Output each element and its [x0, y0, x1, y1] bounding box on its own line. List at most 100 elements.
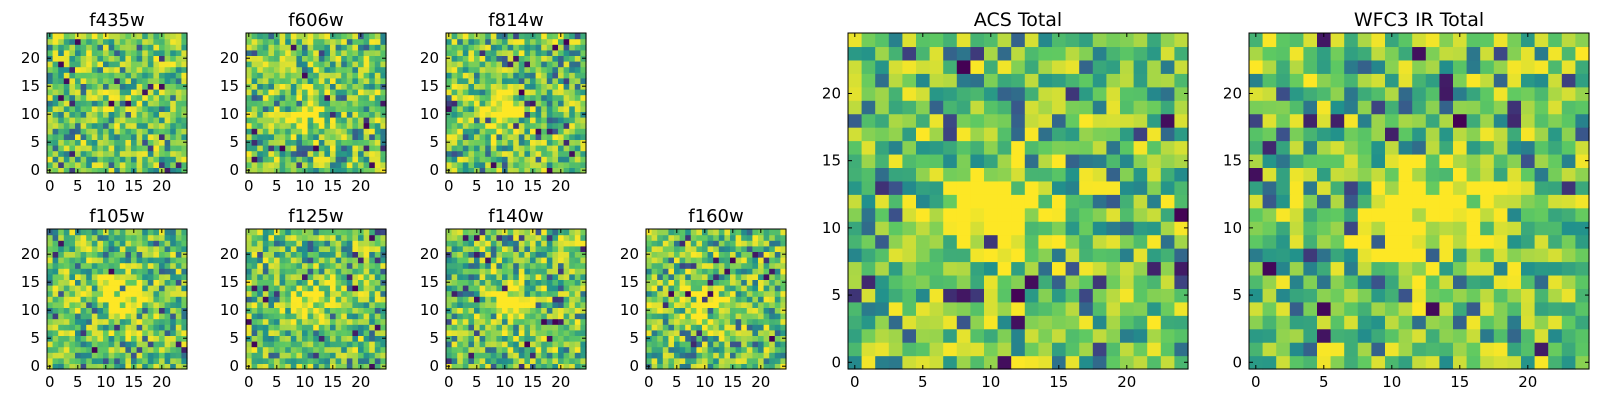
heatmap-cell [474, 122, 481, 129]
heatmap-cell [662, 279, 669, 286]
y-tick-label: 5 [229, 329, 239, 347]
heatmap-cell [91, 324, 98, 331]
heatmap-cell [1092, 167, 1107, 182]
heatmap-cell [63, 245, 70, 252]
heatmap-cells [446, 33, 587, 174]
heatmap-cell [446, 240, 453, 247]
heatmap-cell [363, 335, 370, 342]
heatmap-cell [335, 77, 342, 84]
heatmap-cell [147, 262, 154, 269]
heatmap-cell [490, 72, 497, 79]
heatmap-cell [296, 251, 303, 258]
heatmap-cell [474, 262, 481, 269]
heatmap-cell [175, 257, 182, 264]
heatmap-cell [1065, 221, 1080, 236]
heatmap-cell [97, 33, 104, 40]
heatmap-cell [75, 251, 82, 258]
heatmap-cell [724, 290, 731, 297]
heatmap-cell [369, 156, 376, 163]
heatmap-cell [718, 257, 725, 264]
heatmap-cell [346, 105, 353, 112]
heatmap-cell [91, 229, 98, 236]
heatmap-cell [1160, 180, 1175, 195]
heatmap-cell [929, 288, 944, 303]
heatmap-cell [358, 234, 365, 241]
heatmap-cell [114, 341, 121, 348]
heatmap-cell [774, 251, 781, 258]
heatmap-cell [153, 357, 160, 364]
heatmap-cell [668, 341, 675, 348]
heatmap-cell [535, 318, 542, 325]
heatmap-cell [341, 296, 348, 303]
heatmap-cell [274, 145, 281, 152]
heatmap-cell [318, 268, 325, 275]
heatmap-cell [257, 335, 264, 342]
heatmap-cell [1174, 248, 1189, 263]
heatmap-cell [685, 245, 692, 252]
heatmap-cell [569, 234, 576, 241]
heatmap-cell [170, 245, 177, 252]
heatmap-cell [341, 77, 348, 84]
heatmap-cell [707, 307, 714, 314]
heatmap-cell [147, 290, 154, 297]
heatmap-cell [75, 66, 82, 73]
heatmap-cell [313, 290, 320, 297]
heatmap-cell [763, 335, 770, 342]
heatmap-cell [741, 262, 748, 269]
heatmap-cell [1120, 328, 1135, 343]
heatmap-cell [346, 89, 353, 96]
heatmap-cell [369, 145, 376, 152]
heatmap-cell [741, 301, 748, 308]
heatmap-cell [490, 352, 497, 359]
heatmap-cell [80, 268, 87, 275]
heatmap-cell [346, 167, 353, 174]
heatmap-cell [730, 262, 737, 269]
heatmap-cell [374, 133, 381, 140]
heatmap-cell [136, 324, 143, 331]
heatmap-cell [690, 268, 697, 275]
heatmap-cell [685, 251, 692, 258]
heatmap-cell [707, 318, 714, 325]
heatmap-cell [47, 301, 54, 308]
heatmap-cell [513, 72, 520, 79]
heatmap-cell [474, 279, 481, 286]
heatmap-cell [563, 66, 570, 73]
heatmap-cell [1079, 355, 1094, 370]
heatmap-cell [569, 257, 576, 264]
heatmap-cell [1092, 261, 1107, 276]
heatmap-cell [668, 262, 675, 269]
heatmap-cell [330, 352, 337, 359]
heatmap-cell [136, 61, 143, 68]
heatmap-cell [1024, 194, 1039, 209]
heatmap-cell [63, 61, 70, 68]
heatmap-cell [507, 324, 514, 331]
heatmap-cell [490, 290, 497, 297]
heatmap-cell [262, 257, 269, 264]
heatmap-cell [457, 329, 464, 336]
heatmap-cell [997, 328, 1012, 343]
heatmap-cell [91, 313, 98, 320]
heatmap-cell [1065, 301, 1080, 316]
heatmap-cell [164, 161, 171, 168]
heatmap-cell [1133, 167, 1148, 182]
heatmap-cell [380, 346, 387, 353]
heatmap-cell [159, 240, 166, 247]
heatmap-cell [164, 318, 171, 325]
heatmap-cell [724, 279, 731, 286]
heatmap-cell [1133, 221, 1148, 236]
heatmap-cell [780, 357, 787, 364]
heatmap-cell [251, 251, 258, 258]
heatmap-cell [657, 296, 664, 303]
heatmap-cell [651, 307, 658, 314]
heatmap-cell [97, 61, 104, 68]
heatmap-cell [530, 318, 537, 325]
heatmap-cell [457, 94, 464, 101]
heatmap-cell [746, 324, 753, 331]
heatmap-cell [58, 66, 65, 73]
axes-frame [245, 228, 387, 370]
heatmap-cell [724, 313, 731, 320]
heatmap-cell [341, 128, 348, 135]
heatmap-cell [462, 122, 469, 129]
heatmap-cell [374, 111, 381, 118]
heatmap-cell [147, 156, 154, 163]
